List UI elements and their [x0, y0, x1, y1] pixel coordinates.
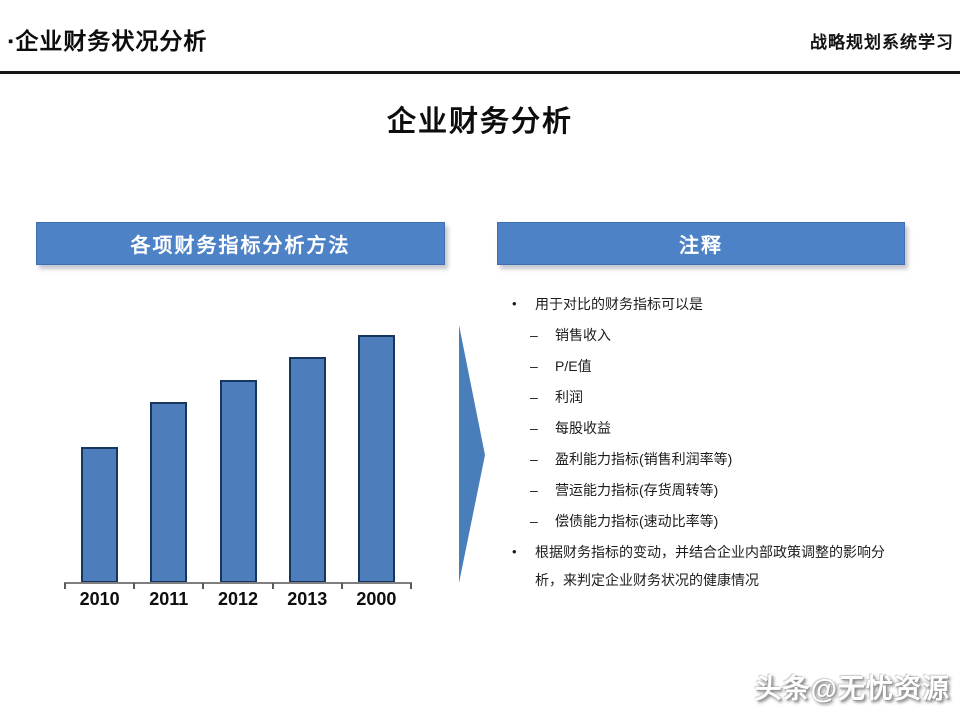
bullet-text: 营运能力指标(存货周转等) — [555, 482, 719, 498]
axis-tick — [341, 583, 343, 589]
axis-tick — [272, 583, 274, 589]
bullet-text: 盈利能力指标(销售利润率等) — [555, 451, 733, 467]
bullet-marker: • — [512, 544, 517, 559]
bar-slot — [342, 335, 411, 583]
bullet-text: 根据财务指标的变动，并结合企业内部政策调整的影响分析，来判定企业财务状况的健康情… — [535, 544, 885, 588]
square-bullet-icon: ▪ — [8, 33, 15, 50]
watermark: 头条@无忧资源 — [754, 674, 950, 704]
right-arrow-icon — [459, 325, 485, 583]
axis-tick — [410, 583, 412, 589]
note-sub-bullet: – 偿债能力指标(速动比率等) — [497, 507, 909, 535]
bar-slot — [203, 335, 272, 583]
bullet-text: 销售收入 — [555, 327, 611, 343]
x-axis-labels: 2010 2011 2012 2013 2000 — [65, 589, 411, 610]
x-axis-label: 2010 — [79, 589, 120, 609]
page-title-text: 企业财务状况分析 — [15, 28, 208, 54]
slide-title: 企业财务分析 — [386, 106, 573, 138]
bar-slot — [134, 335, 203, 583]
bullet-text: 每股收益 — [555, 420, 611, 436]
note-bullet: • 用于对比的财务指标可以是 — [497, 290, 909, 318]
header-right-label: 战略规划系统学习 — [810, 33, 954, 52]
bullet-marker: – — [530, 358, 538, 374]
note-sub-bullet: – 销售收入 — [497, 321, 909, 349]
bar-slot — [65, 335, 134, 583]
x-axis-label: 2011 — [149, 589, 189, 609]
x-axis-line — [64, 582, 412, 584]
bullet-text: 用于对比的财务指标可以是 — [535, 296, 703, 312]
bullet-marker: – — [530, 389, 538, 405]
note-bullet: • 根据财务指标的变动，并结合企业内部政策调整的影响分析，来判定企业财务状况的健康… — [497, 538, 909, 594]
bar-2013 — [288, 357, 326, 583]
left-panel-header-label: 各项财务指标分析方法 — [130, 235, 351, 257]
notes-list: • 用于对比的财务指标可以是 – 销售收入 – P/E值 – 利润 – 每股收益 – 盈利能力指标(销… — [497, 290, 909, 597]
note-sub-bullet: – 利润 — [497, 383, 909, 411]
axis-tick — [133, 583, 135, 589]
bullet-marker: • — [512, 296, 517, 311]
bullet-marker: – — [530, 513, 538, 529]
axis-tick — [202, 583, 204, 589]
bullet-marker: – — [530, 451, 538, 467]
note-sub-bullet: – 营运能力指标(存货周转等) — [497, 476, 909, 504]
bar-slot — [273, 335, 342, 583]
bullet-marker: – — [530, 327, 538, 343]
axis-tick — [64, 583, 66, 589]
x-axis-label: 2012 — [217, 589, 259, 609]
bar-2000 — [357, 335, 395, 583]
bullet-marker: – — [530, 482, 538, 498]
x-axis-label: 2000 — [356, 589, 397, 609]
page-title: ▪企业财务状况分析 — [8, 22, 207, 56]
note-sub-bullet: – P/E值 — [497, 352, 909, 380]
right-panel-header: 注释 — [497, 222, 905, 265]
note-sub-bullet: – 盈利能力指标(销售利润率等) — [497, 445, 909, 473]
bullet-text: 偿债能力指标(速动比率等) — [555, 513, 719, 529]
bullet-text: 利润 — [555, 389, 583, 405]
left-panel-header: 各项财务指标分析方法 — [36, 222, 445, 265]
note-sub-bullet: – 每股收益 — [497, 414, 909, 442]
right-panel-header-label: 注释 — [679, 235, 723, 257]
x-axis-label: 2013 — [287, 589, 328, 609]
bullet-marker: – — [530, 420, 538, 436]
bar-2010 — [81, 446, 119, 583]
bar-2011 — [150, 401, 188, 583]
header-divider — [0, 71, 960, 74]
bullet-text: P/E值 — [555, 358, 592, 374]
bar-chart — [65, 335, 411, 583]
bar-2012 — [219, 379, 257, 583]
